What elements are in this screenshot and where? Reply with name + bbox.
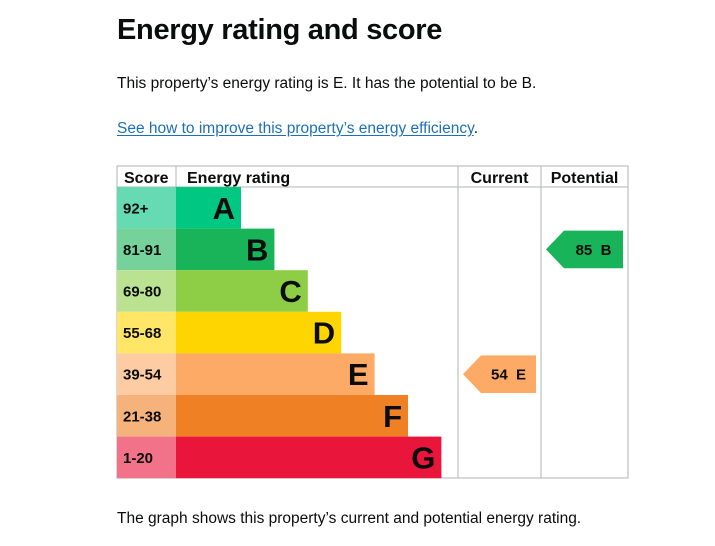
rating-letter-g: G (411, 440, 435, 475)
chart-caption: The graph shows this property’s current … (117, 510, 582, 527)
rating-bar-d (176, 311, 342, 354)
potential-rating-arrow (546, 230, 623, 269)
rating-bar-g (176, 436, 442, 479)
header-potential: Potential (551, 170, 619, 187)
score-label-e: 39-54 (123, 367, 162, 384)
score-label-f: 21-38 (123, 408, 161, 425)
score-cell-d (117, 311, 176, 354)
rating-letter-f: F (383, 399, 402, 434)
header-score: Score (124, 170, 169, 187)
score-cell-e (117, 353, 176, 395)
score-label-c: 69-80 (123, 284, 161, 301)
rating-bar-f (176, 395, 408, 437)
score-label-g: 1-20 (123, 450, 153, 467)
rating-letter-a: A (213, 191, 235, 226)
rating-letter-e: E (348, 357, 369, 392)
rating-bar-c (176, 270, 308, 312)
improve-link-suffix: . (473, 120, 478, 137)
score-cell-b (117, 228, 176, 271)
score-label-b: 81-91 (123, 242, 161, 259)
score-cell-a (117, 187, 176, 229)
rating-bar-a (176, 187, 241, 229)
rating-summary: This property’s energy rating is E. It h… (117, 75, 537, 92)
rating-bar-b (176, 228, 275, 271)
rating-bar-e (176, 353, 375, 395)
score-label-a: 92+ (123, 200, 149, 217)
current-rating-arrow (463, 355, 536, 393)
score-cell-c (117, 270, 176, 312)
improve-efficiency-link[interactable]: See how to improve this property’s energ… (117, 120, 474, 137)
score-label-d: 55-68 (123, 325, 161, 342)
rating-letter-c: C (279, 274, 301, 309)
current-rating-label: 54 E (491, 367, 526, 384)
page-title: Energy rating and score (117, 14, 443, 46)
rating-letter-d: D (313, 316, 335, 351)
score-cell-g (117, 436, 176, 479)
improve-paragraph: See how to improve this property’s energ… (117, 120, 478, 138)
header-current: Current (471, 170, 529, 187)
header-energy-rating: Energy rating (187, 170, 290, 187)
rating-letter-b: B (246, 232, 268, 267)
score-cell-f (117, 395, 176, 437)
potential-rating-label: 85 B (576, 242, 612, 259)
